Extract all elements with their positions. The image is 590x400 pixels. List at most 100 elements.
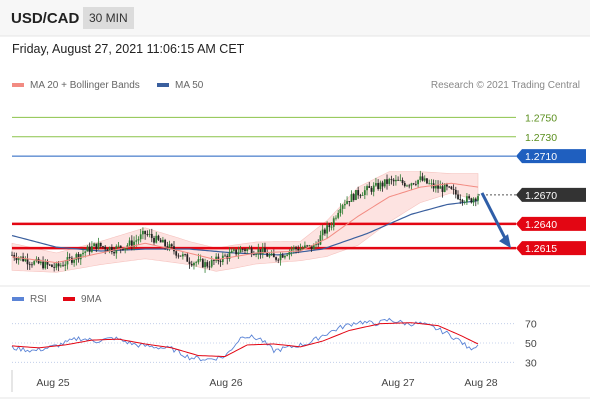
candle	[146, 230, 149, 237]
candle	[417, 179, 419, 188]
candle	[179, 255, 182, 257]
level-label-1.2730: 1.2730	[525, 132, 557, 144]
ma20-legend: MA 20 + Bollinger Bands	[12, 80, 140, 91]
rsi-legend-label: RSI	[30, 294, 47, 305]
candle-body	[201, 259, 204, 268]
candle-body	[403, 183, 406, 187]
candle-body	[332, 218, 335, 227]
candle	[348, 201, 351, 207]
candle-body	[310, 245, 313, 250]
x-tick-label: Aug 25	[36, 377, 69, 389]
candle	[250, 245, 253, 258]
candle	[319, 230, 322, 246]
candle-body	[155, 235, 158, 243]
candle	[28, 261, 31, 270]
candle-body	[275, 257, 277, 260]
candle	[297, 245, 300, 254]
candle-body	[164, 239, 167, 247]
candle-body	[119, 245, 122, 249]
candle-body	[71, 257, 73, 263]
candle	[86, 245, 89, 252]
candle-body	[19, 256, 22, 258]
candle-body	[37, 258, 40, 264]
candle	[170, 243, 173, 249]
candle-body	[379, 182, 382, 189]
candle-body	[284, 255, 286, 258]
candle-body	[235, 249, 238, 255]
candle-body	[261, 248, 264, 254]
candle	[357, 186, 360, 199]
candle-body	[434, 185, 437, 189]
candle-body	[439, 186, 442, 189]
candle-body	[195, 262, 198, 264]
candle-body	[186, 254, 189, 262]
candle	[454, 186, 457, 199]
candle-body	[11, 254, 13, 256]
candle	[397, 176, 400, 181]
candle-body	[450, 186, 453, 190]
candle	[268, 252, 271, 259]
candle	[437, 180, 439, 193]
candle-body	[259, 249, 262, 254]
candle	[142, 227, 144, 240]
rsi-line	[11, 317, 479, 362]
ma20-line	[11, 182, 479, 264]
candle	[195, 260, 198, 267]
candle	[323, 227, 326, 236]
candle	[472, 197, 475, 206]
candle-body	[93, 243, 96, 247]
candle-body	[268, 255, 271, 257]
candle	[188, 257, 191, 269]
candle-body	[472, 198, 475, 203]
candle-body	[17, 257, 20, 261]
candle	[139, 229, 142, 243]
candle	[168, 240, 171, 252]
candle-body	[337, 212, 340, 218]
candle	[144, 230, 147, 240]
candle	[153, 235, 155, 246]
candle-body	[204, 262, 206, 268]
candle-body	[44, 261, 47, 269]
level-label-1.2750: 1.2750	[525, 112, 557, 124]
candle-body	[392, 179, 395, 182]
candle	[97, 237, 100, 250]
x-axis: Aug 25 Aug 26 Aug 27 Aug 28	[11, 370, 498, 392]
candle-body	[343, 203, 346, 206]
candle	[175, 250, 178, 259]
candle-body	[317, 243, 320, 245]
candle-body	[113, 252, 115, 254]
candle	[224, 253, 226, 257]
candle-body	[348, 201, 351, 202]
candle	[128, 237, 131, 248]
candle-body	[290, 249, 293, 252]
candle-body	[264, 248, 266, 253]
candle-body	[288, 251, 291, 255]
rsi-tick-30: 30	[525, 357, 537, 369]
level-tag-1.2710	[516, 149, 586, 164]
candle-body	[95, 243, 98, 249]
candle-body	[150, 233, 153, 238]
candle-body	[224, 255, 226, 257]
candle-body	[250, 248, 253, 255]
candle	[31, 261, 33, 268]
rsi-panel: 70 50 30	[11, 317, 537, 369]
candle-body	[239, 249, 242, 253]
timeframe-button[interactable]: 30 MIN	[83, 7, 134, 29]
candle-body	[88, 246, 91, 252]
candle-body	[355, 190, 357, 201]
candle	[130, 235, 133, 251]
rsi-ma-legend: 9MA	[63, 294, 102, 305]
forecast-arrow-head	[499, 234, 511, 249]
candle-body	[301, 248, 304, 249]
candle-body	[161, 239, 164, 243]
candle-body	[26, 259, 29, 265]
candle-body	[323, 229, 326, 234]
candle-body	[170, 244, 173, 247]
chart-frame	[0, 35, 590, 399]
level-tag-1.2640	[516, 216, 586, 231]
candle-body	[326, 225, 329, 234]
candle-body	[286, 254, 289, 256]
candle-body	[110, 247, 113, 253]
candle	[237, 246, 240, 259]
